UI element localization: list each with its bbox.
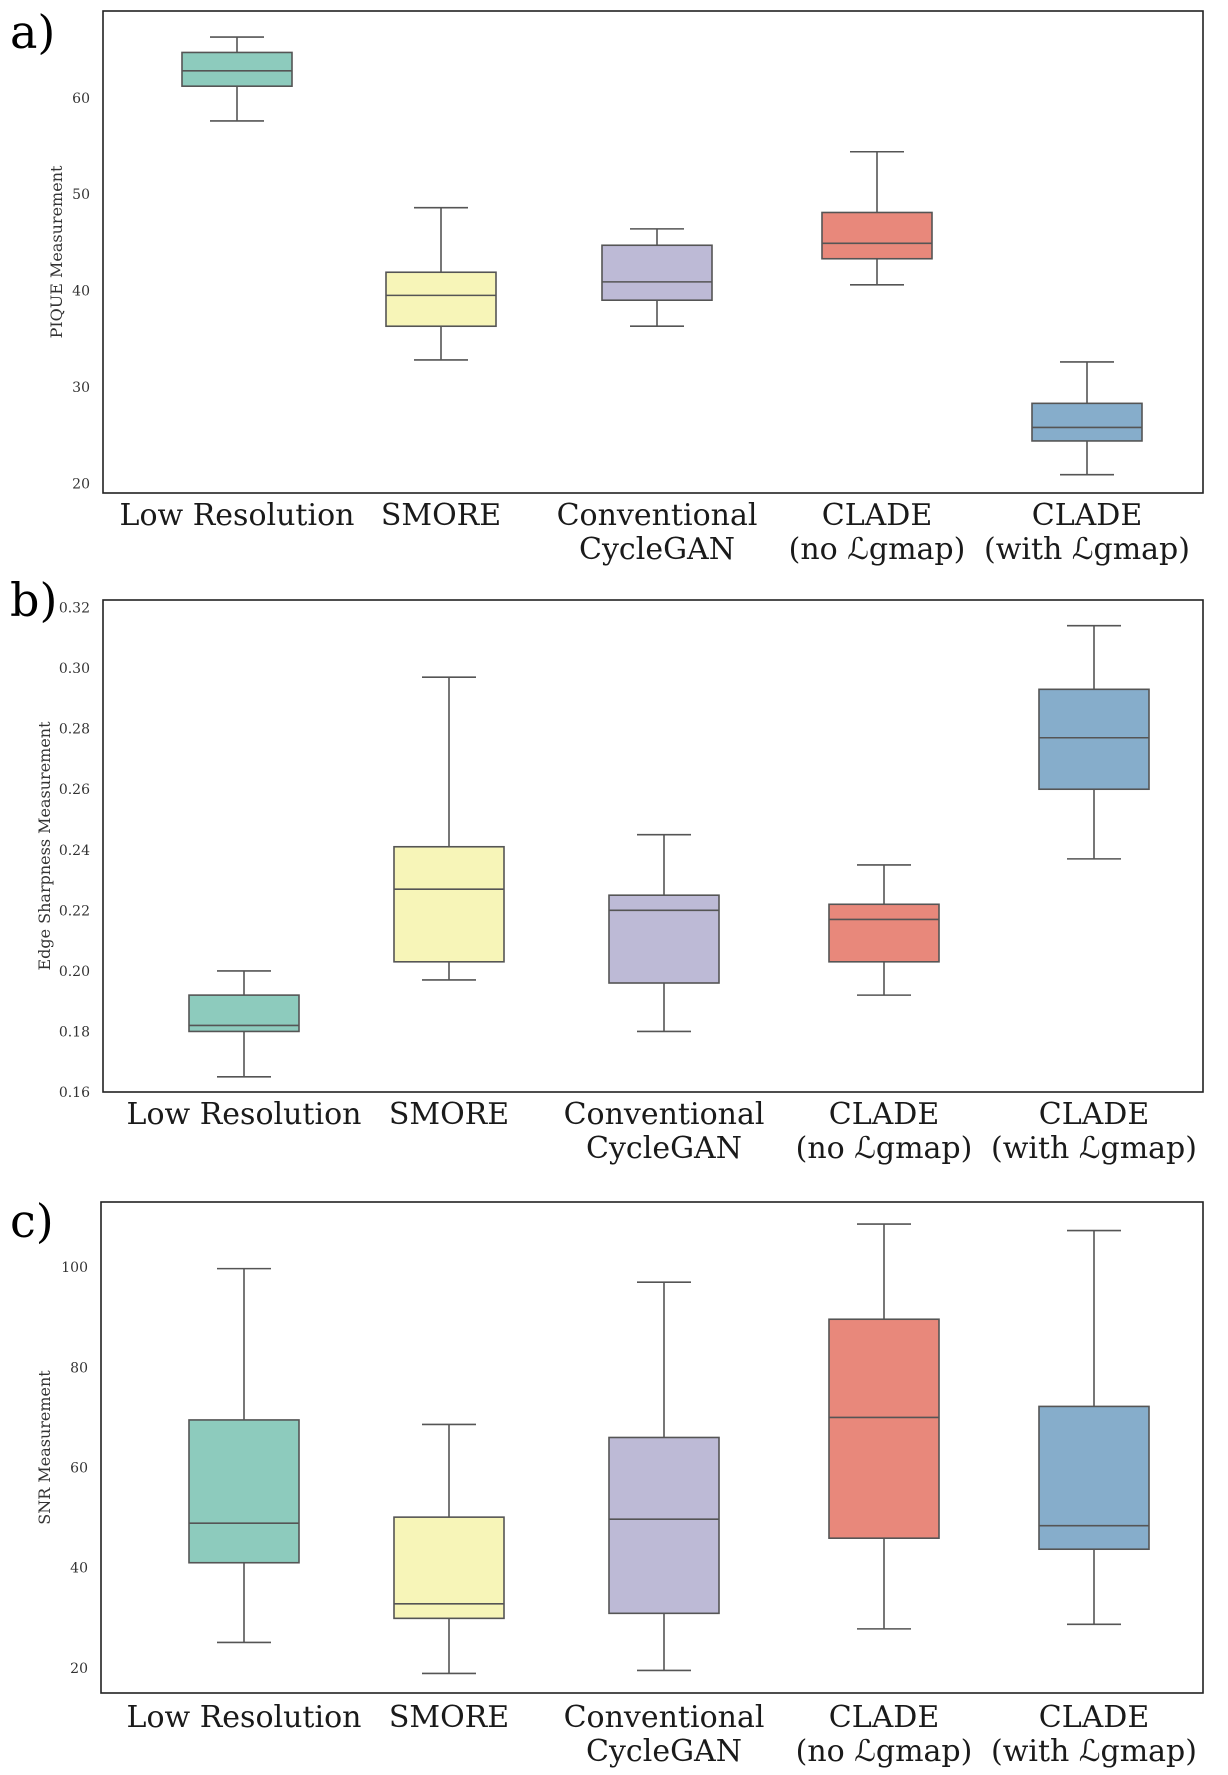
category-label: Conventional (564, 1700, 765, 1735)
panel-label: a) (10, 5, 55, 59)
y-tick-label: 0.22 (59, 903, 90, 919)
category-label: CLADE (829, 1097, 940, 1132)
box-4 (821, 150, 933, 286)
category-label-line2: (no ℒgmap) (789, 532, 966, 567)
category-label-line2: CycleGAN (586, 1131, 742, 1166)
category-label: CLADE (1039, 1700, 1150, 1735)
category-label: SMORE (389, 1700, 509, 1735)
y-tick-label: 30 (72, 380, 90, 396)
box-1 (181, 36, 293, 122)
panel-label: b) (10, 573, 57, 627)
chart-panel-a: a) 20 30 40 50 60 PIQUE Measurement Low Resolut… (10, 5, 1204, 567)
category-label: Low Resolution (127, 1097, 362, 1132)
y-tick-label: 0.16 (59, 1085, 90, 1101)
category-label-line2: (no ℒgmap) (796, 1131, 973, 1166)
category-label-line2: (with ℒgmap) (984, 532, 1190, 567)
box-5 (1038, 624, 1150, 860)
category-label: SMORE (381, 498, 501, 533)
category-label: SMORE (389, 1097, 509, 1132)
plot-frame (100, 1201, 1204, 1694)
iqr-box (821, 211, 933, 260)
iqr-box (393, 1516, 505, 1620)
iqr-box (601, 244, 713, 302)
y-axis-label: Edge Sharpness Measurement (35, 721, 54, 971)
y-tick-label: 100 (61, 1260, 88, 1276)
box-1 (188, 1267, 300, 1644)
y-tick-label: 20 (72, 476, 90, 492)
iqr-box (385, 271, 497, 328)
iqr-box (1038, 688, 1150, 791)
y-tick-label: 40 (70, 1561, 88, 1577)
iqr-box (608, 1436, 720, 1615)
y-tick-label: 0.32 (59, 601, 90, 617)
box-5 (1038, 1229, 1150, 1626)
y-tick-label: 80 (70, 1360, 88, 1376)
box-5 (1031, 361, 1143, 476)
category-label: CLADE (1039, 1097, 1150, 1132)
y-tick-label: 50 (72, 187, 90, 203)
iqr-box (828, 1318, 940, 1539)
chart-panel-c: c) 20 40 60 80 100 SNR Measurement Low Resoluti… (10, 1194, 1204, 1769)
box-3 (608, 1281, 720, 1672)
iqr-box (608, 894, 720, 984)
category-label-line2: (with ℒgmap) (991, 1131, 1197, 1166)
y-tick-label: 40 (72, 284, 90, 300)
category-label: Conventional (557, 498, 758, 533)
box-2 (393, 1423, 505, 1675)
box-4 (828, 864, 940, 996)
category-label: CLADE (1032, 498, 1143, 533)
iqr-box (1038, 1405, 1150, 1551)
panel-label: c) (10, 1194, 54, 1248)
y-tick-label: 0.30 (59, 661, 90, 677)
box-2 (385, 206, 497, 361)
plot-frame (102, 599, 1204, 1093)
iqr-box (393, 845, 505, 963)
iqr-box (1031, 402, 1143, 442)
category-label-line2: CycleGAN (586, 1734, 742, 1769)
category-label-line2: (with ℒgmap) (991, 1734, 1197, 1769)
category-label-line2: (no ℒgmap) (796, 1734, 973, 1769)
y-tick-label: 0.18 (59, 1024, 90, 1040)
category-label: Low Resolution (120, 498, 355, 533)
box-1 (188, 970, 300, 1078)
category-label: Low Resolution (127, 1700, 362, 1735)
y-tick-label: 60 (70, 1461, 88, 1477)
iqr-box (828, 903, 940, 963)
box-2 (393, 676, 505, 981)
category-label: Conventional (564, 1097, 765, 1132)
plot-frame (102, 10, 1204, 494)
iqr-box (188, 1419, 300, 1564)
iqr-box (181, 51, 293, 87)
y-tick-label: 0.28 (59, 722, 90, 738)
category-label: CLADE (829, 1700, 940, 1735)
y-tick-label: 60 (72, 91, 90, 107)
y-tick-label: 20 (70, 1661, 88, 1677)
box-4 (828, 1223, 940, 1630)
y-tick-label: 0.24 (59, 843, 90, 859)
category-label: CLADE (822, 498, 933, 533)
box-3 (601, 228, 713, 328)
y-axis-label: SNR Measurement (35, 1370, 54, 1525)
category-label-line2: CycleGAN (579, 532, 735, 567)
y-axis-label: PIQUE Measurement (47, 165, 66, 338)
y-tick-label: 0.20 (59, 964, 90, 980)
chart-panel-b: b) 0.16 0.18 0.20 0.22 0.24 0.26 0.28 0.30 0.32 Ed… (10, 573, 1204, 1166)
box-3 (608, 833, 720, 1033)
y-tick-label: 0.26 (59, 782, 90, 798)
